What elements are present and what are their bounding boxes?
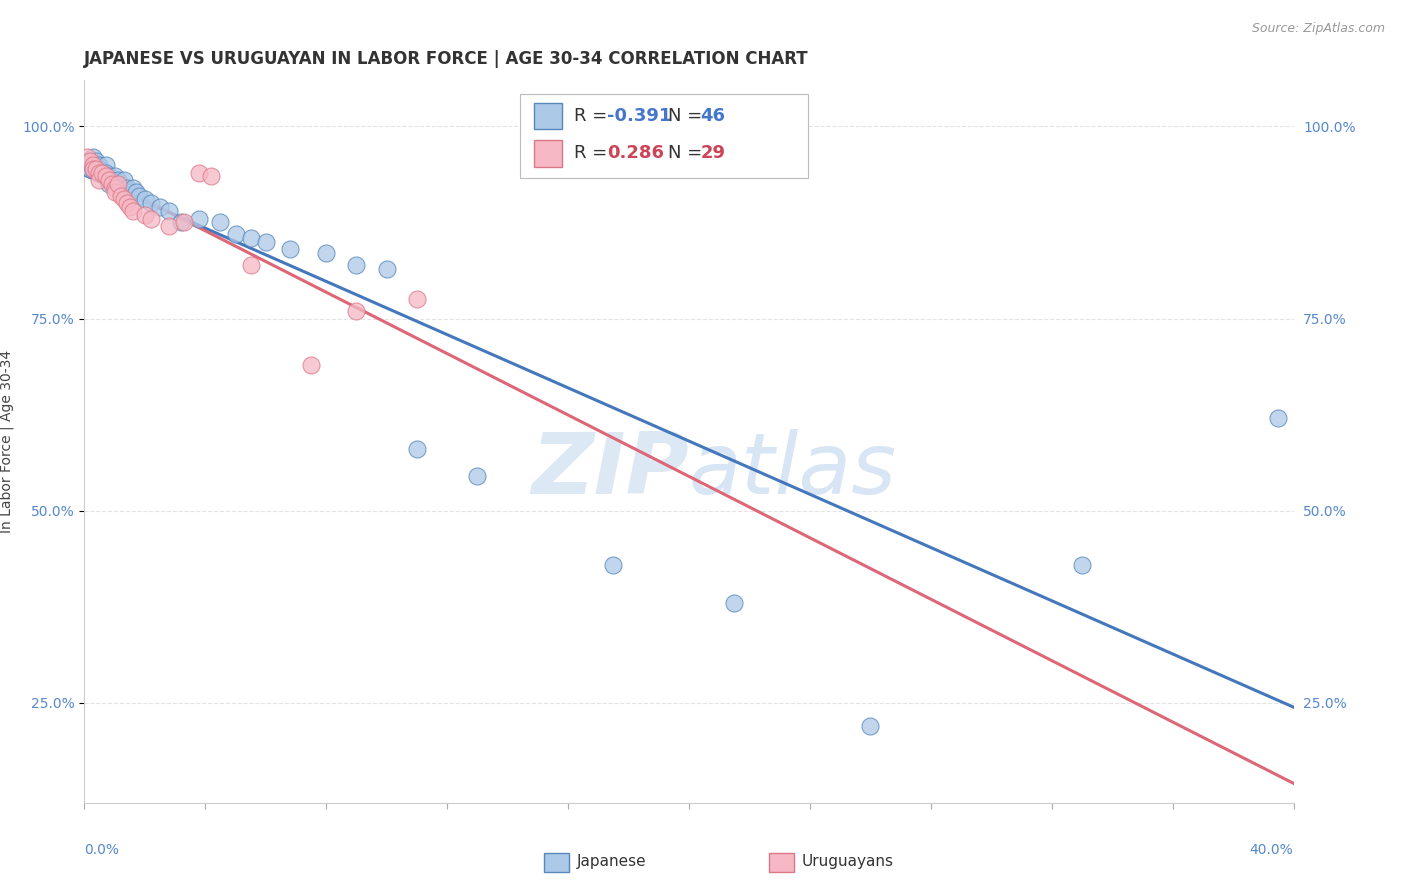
Point bbox=[89, 165, 111, 179]
Point bbox=[1267, 411, 1289, 425]
Point bbox=[94, 158, 117, 172]
Text: N =: N = bbox=[668, 145, 707, 162]
Point bbox=[79, 161, 101, 176]
Point bbox=[112, 193, 135, 207]
Point bbox=[82, 161, 104, 176]
Text: 46: 46 bbox=[700, 107, 725, 125]
Text: R =: R = bbox=[574, 107, 613, 125]
Point bbox=[79, 153, 101, 168]
Point bbox=[89, 161, 111, 176]
Point bbox=[209, 215, 232, 229]
Point bbox=[157, 219, 180, 234]
Text: 40.0%: 40.0% bbox=[1250, 843, 1294, 856]
Point bbox=[86, 158, 108, 172]
Point bbox=[467, 469, 489, 483]
Text: R =: R = bbox=[574, 145, 613, 162]
Point bbox=[1071, 558, 1094, 572]
Point bbox=[602, 558, 624, 572]
Point bbox=[110, 188, 132, 202]
Text: Source: ZipAtlas.com: Source: ZipAtlas.com bbox=[1251, 22, 1385, 36]
Point bbox=[91, 165, 114, 179]
Point bbox=[200, 169, 222, 184]
Point bbox=[346, 258, 368, 272]
Point bbox=[86, 153, 108, 168]
Point bbox=[82, 161, 104, 176]
Point bbox=[104, 185, 127, 199]
Point bbox=[346, 304, 368, 318]
Point bbox=[118, 200, 141, 214]
Point bbox=[104, 169, 127, 184]
Text: ZIP: ZIP bbox=[531, 429, 689, 512]
Point bbox=[299, 358, 322, 372]
Text: 0.0%: 0.0% bbox=[84, 843, 120, 856]
Text: 29: 29 bbox=[700, 145, 725, 162]
Point bbox=[76, 150, 98, 164]
Point bbox=[315, 246, 337, 260]
Point bbox=[188, 165, 211, 179]
Point bbox=[139, 196, 162, 211]
Point bbox=[157, 203, 180, 218]
Text: Japanese: Japanese bbox=[576, 855, 647, 869]
Point bbox=[94, 165, 117, 179]
Point bbox=[82, 150, 104, 164]
Point bbox=[94, 169, 117, 184]
Point bbox=[134, 208, 156, 222]
Point bbox=[170, 215, 193, 229]
Point bbox=[406, 442, 429, 457]
Point bbox=[86, 161, 108, 176]
Point bbox=[406, 293, 429, 307]
Point bbox=[278, 243, 301, 257]
Point bbox=[115, 196, 138, 211]
Text: -0.391: -0.391 bbox=[607, 107, 672, 125]
Point bbox=[125, 185, 148, 199]
Point bbox=[107, 173, 129, 187]
Point bbox=[859, 719, 882, 733]
Point bbox=[97, 173, 120, 187]
Point bbox=[173, 215, 195, 229]
Point bbox=[89, 173, 111, 187]
Point bbox=[112, 173, 135, 187]
Point bbox=[76, 153, 98, 168]
Point bbox=[723, 596, 745, 610]
Point bbox=[115, 181, 138, 195]
Point bbox=[375, 261, 398, 276]
Text: 0.286: 0.286 bbox=[607, 145, 665, 162]
Point bbox=[104, 177, 127, 191]
Text: N =: N = bbox=[668, 107, 707, 125]
Point bbox=[225, 227, 247, 241]
Point bbox=[110, 181, 132, 195]
Point bbox=[104, 181, 127, 195]
Point bbox=[134, 193, 156, 207]
Point bbox=[100, 173, 122, 187]
Point bbox=[107, 177, 129, 191]
Point bbox=[118, 185, 141, 199]
Point bbox=[121, 203, 143, 218]
Point bbox=[97, 169, 120, 184]
Point bbox=[239, 231, 262, 245]
Point bbox=[79, 153, 101, 168]
Point bbox=[89, 158, 111, 172]
Point bbox=[82, 158, 104, 172]
Point bbox=[149, 200, 172, 214]
Point bbox=[188, 211, 211, 226]
Text: atlas: atlas bbox=[689, 429, 897, 512]
Point bbox=[121, 181, 143, 195]
Point bbox=[128, 188, 150, 202]
Point bbox=[100, 177, 122, 191]
Point bbox=[254, 235, 277, 249]
Point bbox=[139, 211, 162, 226]
Text: Uruguayans: Uruguayans bbox=[801, 855, 893, 869]
Point bbox=[97, 177, 120, 191]
Point bbox=[239, 258, 262, 272]
Text: JAPANESE VS URUGUAYAN IN LABOR FORCE | AGE 30-34 CORRELATION CHART: JAPANESE VS URUGUAYAN IN LABOR FORCE | A… bbox=[84, 50, 808, 68]
Y-axis label: In Labor Force | Age 30-34: In Labor Force | Age 30-34 bbox=[0, 350, 14, 533]
Point bbox=[91, 165, 114, 179]
